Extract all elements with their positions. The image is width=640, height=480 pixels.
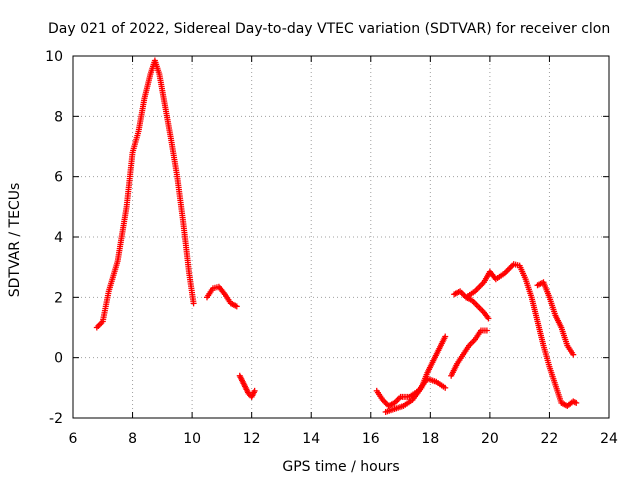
x-tick-label: 24 [600, 431, 618, 447]
data-point-marker [483, 327, 490, 334]
x-tick-label: 16 [362, 431, 380, 447]
series-arc-8 [463, 261, 580, 409]
series-arc-2 [204, 283, 240, 310]
x-tick-label: 18 [421, 431, 439, 447]
y-tick-label: 6 [54, 170, 63, 186]
x-tick-label: 12 [243, 431, 261, 447]
y-axis-label: SDTVAR / TECUs [7, 183, 23, 298]
y-tick-label: 8 [54, 109, 63, 125]
series-arc-9 [534, 279, 577, 358]
series-arc-3 [236, 372, 258, 400]
data-point-marker [442, 384, 449, 391]
x-tick-label: 6 [69, 431, 78, 447]
chart-title: Day 021 of 2022, Sidereal Day-to-day VTE… [48, 21, 610, 37]
series-arc-5 [382, 333, 449, 415]
data-point-marker [573, 399, 580, 406]
data-point-marker [570, 351, 577, 358]
x-axis-label: GPS time / hours [282, 459, 399, 475]
x-tick-label: 10 [183, 431, 201, 447]
chart-gridlines [73, 56, 609, 418]
y-tick-label: -2 [49, 411, 63, 427]
series-arc-1 [93, 57, 197, 331]
x-tick-label: 14 [302, 431, 320, 447]
x-tick-label: 8 [128, 431, 137, 447]
y-tick-label: 0 [54, 351, 63, 367]
data-point-marker [485, 315, 492, 322]
y-tick-label: 10 [45, 49, 63, 65]
chart-data-points [93, 57, 580, 415]
data-point-marker [190, 300, 197, 307]
y-tick-label: 4 [54, 230, 63, 246]
data-point-marker [233, 303, 240, 310]
y-tick-label: 2 [54, 290, 63, 306]
x-tick-label: 20 [481, 431, 499, 447]
data-point-marker [251, 387, 258, 394]
x-tick-label: 22 [541, 431, 559, 447]
series-arc-6 [448, 327, 490, 379]
data-point-marker [442, 333, 449, 340]
